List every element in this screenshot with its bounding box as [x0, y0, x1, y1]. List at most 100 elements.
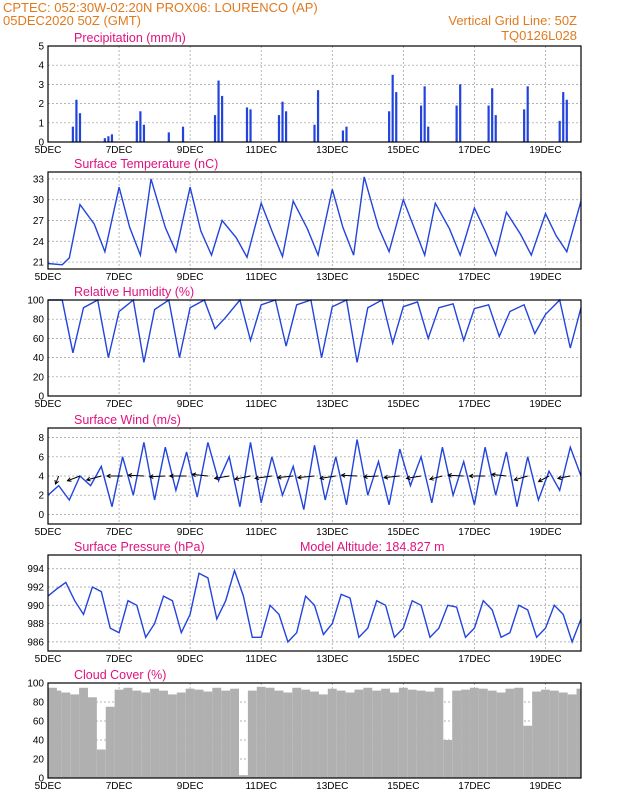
wind-arrow-head [254, 475, 260, 481]
wind-arrow-shaft [491, 473, 507, 477]
y-tick-label: 0 [38, 774, 44, 785]
cloud-cover-bar [123, 687, 133, 778]
panel-frame [47, 45, 582, 143]
wind-arrow [148, 474, 166, 479]
precip-bar [181, 126, 185, 142]
precip-bar [107, 136, 110, 142]
wind-arrow [556, 475, 571, 481]
x-tick-label: 11DEC [245, 654, 277, 665]
x-tick-label: 15DEC [387, 145, 419, 156]
x-tick-label: 7DEC [106, 781, 133, 792]
wind-arrow-head [513, 476, 519, 482]
series-line [48, 298, 582, 363]
y-tick-label: 4 [38, 472, 44, 483]
y-tick-label: 0 [38, 510, 44, 521]
panel-4: 986 988 990 992 994 5DEC 7DEC 9DEC 11DEC 13DEC 15D… [27, 540, 582, 665]
cloud-cover-bar [79, 687, 88, 778]
wind-arrow-head [340, 473, 346, 478]
cloud-cover-bar [87, 697, 97, 778]
precip-bar [75, 99, 78, 142]
wind-arrow [490, 472, 507, 478]
y-tick-label: 40 [33, 736, 45, 747]
header-run-time: 05DEC2020 50Z (GMT) [3, 13, 141, 28]
wind-arrow-shaft [384, 475, 400, 479]
x-tick-label: 7DEC [106, 272, 133, 283]
cloud-cover-bar [354, 689, 364, 778]
x-tick-label: 9DEC [177, 654, 204, 665]
cloud-cover-bar [265, 687, 275, 778]
wind-arrow-head [127, 473, 133, 478]
precip-bar [135, 120, 138, 142]
wind-arrow-shaft [448, 474, 464, 477]
y-tick-label: 0 [38, 392, 44, 403]
cloud-cover-bar [70, 694, 80, 778]
wind-arrow-shaft [514, 475, 528, 481]
wind-arrow [319, 475, 336, 481]
precip-bar [423, 86, 426, 142]
cloud-cover-bar [443, 740, 453, 778]
x-tick-label: 19DEC [529, 654, 561, 665]
cloud-cover-bar [105, 706, 115, 778]
x-tick-label: 13DEC [316, 272, 348, 283]
x-tick-label: 13DEC [316, 527, 348, 538]
wind-arrow-head [556, 475, 562, 481]
cloud-cover-bar [256, 686, 266, 778]
precip-bar [139, 111, 142, 142]
wind-arrow-shaft [55, 475, 60, 485]
wind-arrow-head [319, 475, 325, 481]
x-tick-label: 7DEC [106, 399, 133, 410]
wind-arrow-shaft [255, 475, 272, 479]
wind-arrow-shaft [320, 475, 336, 479]
precip-bar [491, 88, 494, 142]
x-tick-label: 11DEC [245, 781, 277, 792]
series-line [47, 439, 582, 510]
precip-bar [316, 90, 320, 142]
cloud-cover-bar [96, 749, 106, 778]
wind-arrow [85, 475, 102, 482]
wind-arrow-head [383, 474, 389, 480]
wind-arrow-shaft [214, 475, 230, 479]
wind-arrow-head [296, 474, 302, 480]
wind-arrow-head [191, 472, 197, 478]
y-tick-label: 27 [33, 216, 45, 227]
panel-title: Precipitation (mm/h) [74, 31, 186, 45]
series-line [47, 176, 582, 266]
precip-bar [395, 92, 398, 142]
wind-arrow-head [66, 477, 72, 482]
wind-arrow-head [105, 473, 111, 479]
panel-title: Surface Wind (m/s) [74, 413, 181, 427]
cloud-cover-bar [221, 690, 231, 778]
cloud-cover-bar [452, 690, 462, 778]
cloud-cover-bar [514, 687, 524, 778]
panel-frame [47, 427, 582, 525]
cloud-cover-bar [487, 690, 497, 778]
wind-arrow [428, 475, 443, 481]
wind-arrow-shaft [429, 475, 443, 480]
cloud-cover-bar [549, 690, 559, 778]
wind-arrow [54, 475, 60, 485]
header-model-code: TQ0126L028 [501, 28, 577, 43]
wind-arrow [405, 475, 422, 481]
wind-arrow-head [54, 479, 59, 485]
wind-arrow-head [276, 474, 282, 480]
wind-arrow [127, 473, 144, 478]
panel-0: 0 1 2 3 4 5 5DEC 7DEC 9DEC 11DEC 13DEC 15DEC 17DEC 19… [35, 31, 582, 156]
x-tick-label: 9DEC [177, 145, 204, 156]
cloud-cover-bar [576, 688, 581, 778]
wind-arrow [537, 475, 550, 483]
precip-bar [459, 84, 462, 142]
x-tick-label: 15DEC [387, 399, 419, 410]
cloud-cover-bar [301, 689, 311, 778]
panels-group: 0 1 2 3 4 5 5DEC 7DEC 9DEC 11DEC 13DEC 15DEC 17DEC 19… [27, 31, 582, 792]
precip-bar [558, 120, 561, 142]
y-tick-label: 994 [27, 564, 44, 575]
header-grid-note: Vertical Grid Line: 50Z [448, 13, 577, 28]
wind-arrow [513, 475, 528, 482]
y-tick-label: 3 [38, 80, 44, 91]
panel-subtitle: Model Altitude: 184.827 m [300, 540, 445, 554]
x-tick-label: 17DEC [458, 527, 490, 538]
wind-arrow-head [537, 477, 543, 483]
x-tick-label: 11DEC [245, 527, 277, 538]
x-tick-label: 15DEC [387, 654, 419, 665]
